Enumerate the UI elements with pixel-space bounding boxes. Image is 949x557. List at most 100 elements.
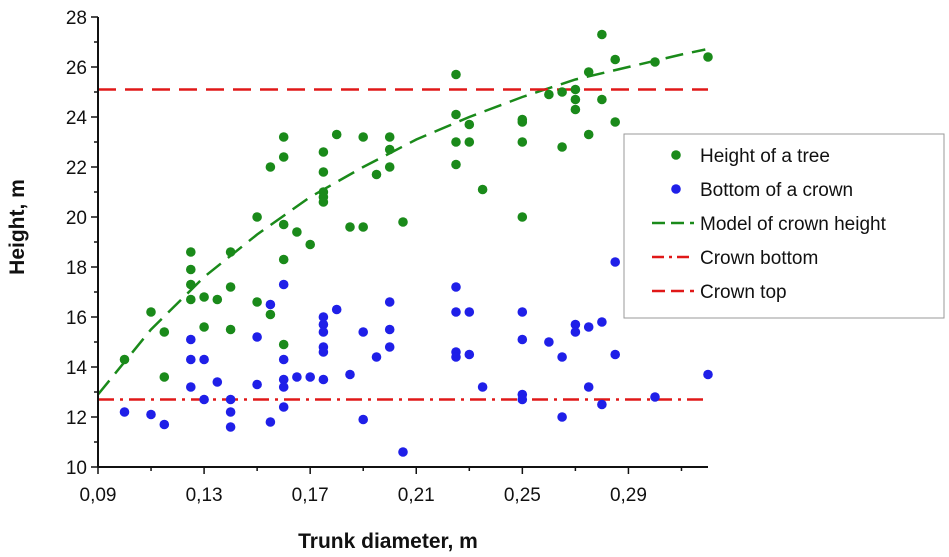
crown-bottom-point [557, 352, 567, 362]
crown-bottom-point [703, 369, 713, 380]
axes: 10 12 14 16 18 20 22 24 26 28 0,09 0,13 0,17 0,21 0,25… [66, 8, 708, 506]
tree-height-point [278, 132, 289, 142]
x-tick-label: 0,09 [80, 485, 117, 506]
crown-bottom-point [186, 354, 196, 365]
crown-bottom-point [265, 299, 276, 310]
crown-bottom-point [292, 372, 302, 382]
crown-bottom-point [199, 354, 209, 365]
crown-bottom-point [451, 307, 461, 317]
crown-bottom-point [544, 337, 554, 347]
tree-height-point [610, 117, 620, 127]
crown-bottom-point [265, 417, 276, 427]
crown-bottom-point [597, 399, 607, 410]
crown-bottom-point [278, 279, 289, 290]
crown-bottom-point [186, 334, 196, 345]
tree-height-point [597, 94, 607, 105]
crown-bottom-point [318, 327, 329, 337]
tree-height-point [570, 84, 581, 95]
legend: Height of a tree Bottom of a crown Model o… [623, 133, 945, 319]
tree-height-point [464, 137, 475, 147]
tree-height-point [358, 222, 369, 232]
crown-bottom-point [570, 319, 581, 330]
x-tick-label: 0,17 [292, 485, 329, 506]
tree-height-point [252, 297, 262, 307]
tree-height-point [345, 222, 355, 232]
tree-height-point [199, 322, 209, 332]
tree-height-point [265, 162, 276, 172]
crown-bottom-point [318, 312, 329, 322]
y-tick-label: 10 [66, 458, 87, 479]
tree-height-point [597, 29, 607, 40]
crown-bottom-point [345, 369, 355, 380]
crown-bottom-point [212, 377, 223, 387]
y-tick-label: 20 [66, 208, 87, 229]
legend-label: Model of crown height [700, 214, 887, 235]
legend-label: Bottom of a crown [700, 180, 853, 201]
tree-height-point [517, 212, 528, 222]
tree-height-point [265, 309, 276, 320]
y-tick-label: 14 [66, 358, 88, 379]
tree-height-point [384, 144, 395, 155]
x-tick-label: 0,25 [504, 485, 541, 506]
tree-height-point [159, 327, 170, 337]
tree-height-point [252, 212, 262, 222]
crown-bottom-point [557, 412, 567, 422]
crown-bottom-point [597, 317, 607, 327]
crown-bottom-point [305, 372, 316, 382]
legend-marker [671, 184, 681, 194]
y-tick-label: 18 [66, 258, 87, 279]
tree-height-point [225, 247, 236, 257]
crown-bottom-point [318, 319, 329, 330]
crown-bottom-point [570, 327, 581, 337]
crown-bottom-point [358, 414, 369, 425]
tree-height-point [570, 94, 581, 105]
tree-height-point [331, 129, 342, 140]
tree-height-point [119, 354, 130, 365]
tree-height-point [212, 294, 223, 305]
legend-marker [671, 150, 681, 160]
model-curve [97, 48, 706, 396]
x-tick-label: 0,13 [186, 485, 223, 506]
tree-height-point [398, 217, 408, 227]
tree-height-point [292, 227, 302, 237]
tree-height-point [570, 104, 581, 115]
crown-bottom-point [451, 282, 461, 292]
y-tick-label: 12 [66, 408, 87, 429]
crown-bottom-point [371, 352, 382, 362]
x-axis-title: Trunk diameter, m [298, 530, 478, 553]
tree-height-point [451, 109, 461, 120]
crown-bottom-point [451, 352, 461, 362]
plot-points [119, 29, 713, 457]
crown-bottom-point [186, 382, 196, 392]
crown-bottom-point [583, 322, 594, 332]
tree-height-point [305, 239, 316, 250]
crown-bottom-point [252, 379, 262, 390]
tree-height-point [186, 247, 196, 257]
tree-height-point [159, 372, 170, 382]
tree-height-point [278, 254, 289, 265]
tree-height-point [318, 167, 329, 177]
crown-bottom-point [225, 394, 236, 405]
tree-height-point [384, 162, 395, 172]
crown-bottom-point [384, 324, 395, 335]
tree-height-point [544, 89, 554, 100]
tree-height-point [318, 147, 329, 157]
tree-height-point [517, 137, 528, 147]
crown-bottom-point [318, 347, 329, 357]
y-tick-label: 16 [66, 308, 87, 329]
tree-height-point [703, 52, 713, 62]
legend-label: Crown bottom [700, 248, 818, 269]
crown-bottom-point [517, 334, 528, 345]
x-tick-label: 0,29 [610, 485, 647, 506]
crown-bottom-point [278, 354, 289, 365]
tree-height-point [451, 69, 461, 80]
crown-bottom-point [384, 297, 395, 307]
tree-height-point [278, 152, 289, 162]
legend-label: Height of a tree [700, 146, 830, 167]
crown-bottom-point [331, 304, 342, 315]
tree-height-point [371, 169, 382, 180]
crown-bottom-point [278, 374, 289, 385]
crown-bottom-point [278, 402, 289, 412]
crown-bottom-point [278, 382, 289, 392]
